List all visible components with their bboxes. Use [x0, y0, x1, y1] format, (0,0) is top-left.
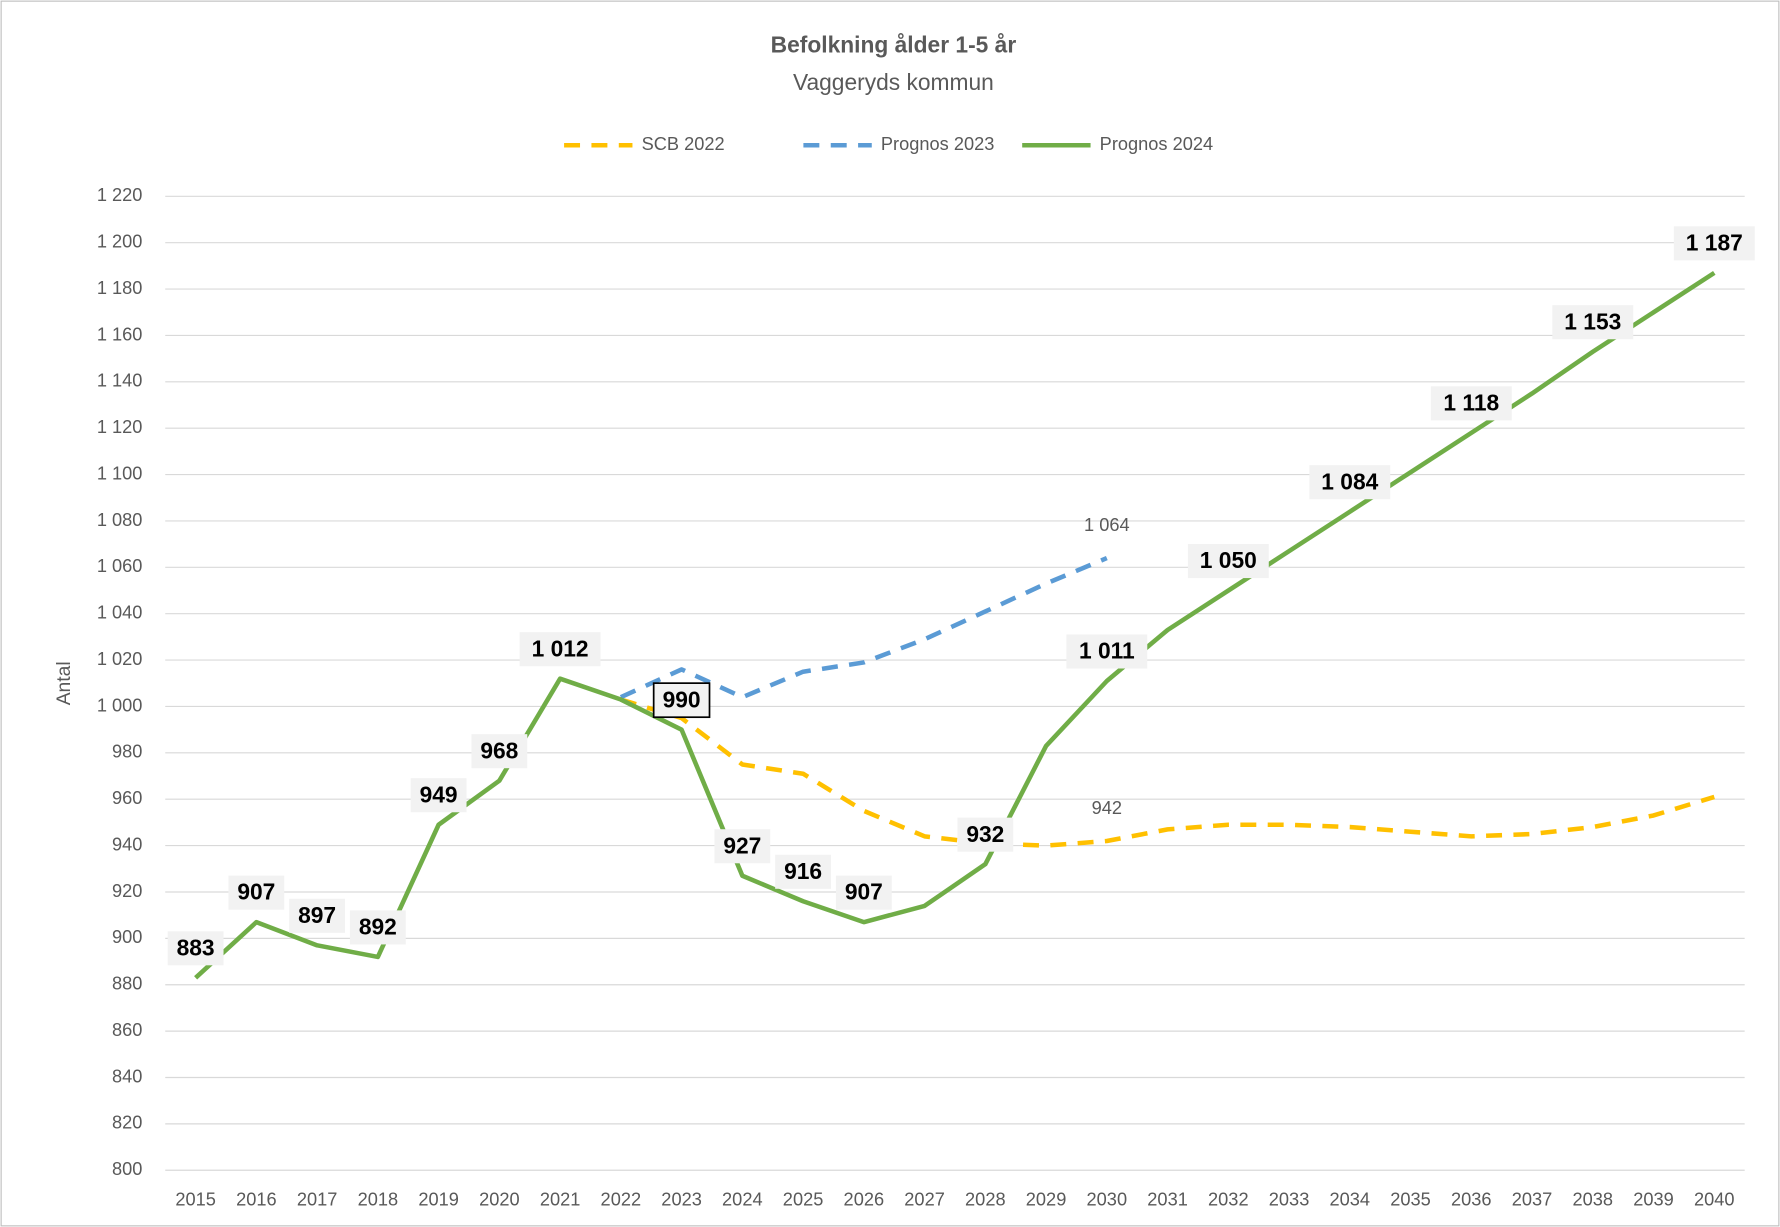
- y-tick-label: 920: [112, 881, 142, 901]
- data-label: 942: [1092, 798, 1122, 818]
- data-label-box: [410, 778, 467, 813]
- y-tick-label: 1 200: [97, 232, 143, 252]
- data-label: 897: [298, 902, 336, 928]
- x-tick-label: 2032: [1208, 1190, 1249, 1210]
- data-label: 1 118: [1443, 390, 1499, 416]
- data-label-box: [519, 632, 601, 667]
- data-label: 1 153: [1564, 308, 1621, 334]
- legend-label: Prognos 2023: [881, 134, 994, 154]
- series-line: [619, 556, 1108, 700]
- data-label: 883: [177, 934, 215, 960]
- x-tick-label: 2021: [540, 1190, 581, 1210]
- y-tick-label: 880: [112, 974, 142, 994]
- y-tick-label: 820: [112, 1113, 142, 1133]
- chart-title: Befolkning ålder 1-5 år: [771, 32, 1017, 58]
- data-label: 916: [784, 858, 822, 884]
- x-tick-label: 2019: [418, 1190, 459, 1210]
- y-tick-label: 840: [112, 1066, 142, 1086]
- y-tick-label: 1 060: [97, 556, 143, 576]
- y-tick-label: 1 080: [97, 510, 143, 530]
- data-label-box: [1187, 544, 1269, 579]
- y-tick-label: 1 180: [97, 278, 143, 298]
- y-tick-label: 1 040: [97, 603, 143, 623]
- y-axis-title: Antal: [54, 661, 75, 705]
- legend-label: SCB 2022: [642, 134, 725, 154]
- y-tick-label: 1 160: [97, 324, 143, 344]
- data-label-box: [1430, 386, 1512, 421]
- data-label-box: [957, 817, 1014, 852]
- x-tick-label: 2025: [783, 1190, 824, 1210]
- data-label-box: [775, 854, 832, 889]
- x-tick-label: 2017: [297, 1190, 338, 1210]
- x-tick-label: 2029: [1026, 1190, 1067, 1210]
- data-label: 990: [663, 686, 701, 712]
- data-label: 1 011: [1079, 638, 1135, 664]
- x-tick-label: 2022: [601, 1190, 642, 1210]
- data-label: 1 064: [1084, 515, 1130, 535]
- data-label: 932: [966, 821, 1004, 847]
- data-label-box: [349, 910, 406, 945]
- data-label-box: [1673, 226, 1755, 261]
- y-tick-label: 1 120: [97, 417, 143, 437]
- x-tick-label: 2035: [1390, 1190, 1431, 1210]
- x-tick-label: 2033: [1269, 1190, 1310, 1210]
- x-tick-label: 2040: [1694, 1190, 1735, 1210]
- x-tick-label: 2034: [1330, 1190, 1371, 1210]
- series-line: [194, 270, 1716, 980]
- data-label: 968: [480, 737, 518, 763]
- y-tick-label: 980: [112, 742, 142, 762]
- x-tick-label: 2028: [965, 1190, 1006, 1210]
- x-tick-label: 2018: [358, 1190, 399, 1210]
- x-tick-label: 2020: [479, 1190, 520, 1210]
- x-tick-label: 2031: [1147, 1190, 1188, 1210]
- x-tick-label: 2016: [236, 1190, 277, 1210]
- y-tick-label: 900: [112, 927, 142, 947]
- y-tick-label: 860: [112, 1020, 142, 1040]
- data-label-box: [228, 875, 285, 910]
- x-tick-label: 2015: [175, 1190, 216, 1210]
- data-label-box: [167, 931, 224, 966]
- y-tick-label: 940: [112, 834, 142, 854]
- series-line: [620, 697, 1715, 848]
- data-label: 892: [359, 914, 397, 940]
- y-tick-label: 1 000: [97, 695, 143, 715]
- y-tick-label: 800: [112, 1159, 142, 1179]
- data-label-box: [652, 682, 711, 719]
- y-tick-label: 1 020: [97, 649, 143, 669]
- data-label-box: [835, 875, 892, 910]
- x-tick-label: 2023: [661, 1190, 702, 1210]
- x-tick-label: 2024: [722, 1190, 763, 1210]
- x-tick-label: 2027: [904, 1190, 945, 1210]
- chart-subtitle: Vaggeryds kommun: [793, 69, 994, 95]
- data-label: 1 050: [1200, 547, 1257, 573]
- x-tick-label: 2030: [1087, 1190, 1128, 1210]
- data-label: 907: [237, 879, 275, 905]
- y-tick-label: 1 220: [97, 185, 143, 205]
- x-tick-label: 2037: [1512, 1190, 1553, 1210]
- data-label-box: [1309, 465, 1391, 500]
- data-label-box: [289, 898, 346, 933]
- x-tick-label: 2039: [1633, 1190, 1674, 1210]
- data-label-box: [1066, 634, 1148, 669]
- data-label-box: [471, 734, 528, 769]
- x-tick-label: 2026: [844, 1190, 885, 1210]
- data-label-box: [714, 829, 771, 864]
- y-tick-label: 1 100: [97, 463, 143, 483]
- legend-label: Prognos 2024: [1100, 134, 1213, 154]
- y-tick-label: 960: [112, 788, 142, 808]
- data-label: 1 187: [1686, 230, 1743, 256]
- data-label: 949: [420, 781, 458, 807]
- data-label: 927: [723, 832, 761, 858]
- data-label: 1 084: [1321, 468, 1378, 494]
- x-tick-label: 2036: [1451, 1190, 1492, 1210]
- y-tick-label: 1 140: [97, 371, 143, 391]
- data-label: 907: [845, 879, 883, 905]
- x-tick-label: 2038: [1573, 1190, 1614, 1210]
- data-label: 1 012: [532, 635, 589, 661]
- data-label-box: [1552, 305, 1634, 340]
